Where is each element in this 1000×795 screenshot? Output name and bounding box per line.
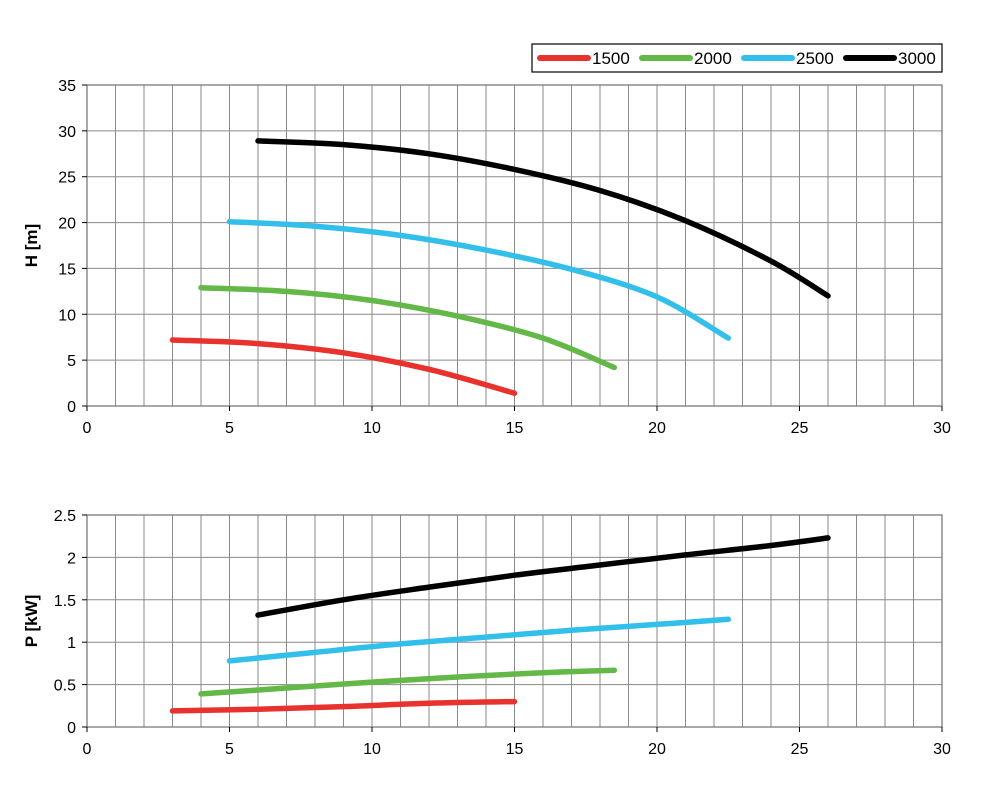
- x-tick-label: 30: [933, 741, 951, 758]
- x-tick-label: 20: [648, 741, 666, 758]
- x-tick-label: 5: [225, 420, 234, 437]
- y-axis-label: P [kW]: [22, 595, 41, 648]
- series-2000-line: [198, 667, 618, 697]
- y-tick-label: 0.5: [54, 678, 76, 695]
- x-tick-label: 25: [791, 741, 809, 758]
- y-tick-label: 2: [67, 550, 76, 567]
- x-tick-label: 25: [791, 420, 809, 437]
- y-tick-label: 2.5: [54, 508, 76, 525]
- x-tick-label: 5: [225, 741, 234, 758]
- y-tick-label: 10: [58, 307, 76, 324]
- y-tick-label: 20: [58, 216, 76, 233]
- series-1500-line: [169, 337, 518, 396]
- y-tick-label: 0: [67, 720, 76, 737]
- y-tick-label: 30: [58, 124, 76, 141]
- legend-label-2000: 2000: [694, 49, 732, 68]
- x-tick-label: 15: [506, 741, 524, 758]
- power-chart: 0 0.5 1 1.5 2 2.5 0 5 10 15 20 25 30 P [kW]: [22, 508, 951, 758]
- head-chart: 0 5 10 15 20 25 30 35 0 5 10 15 20 25 30 H [m]: [22, 78, 951, 437]
- x-tick-label: 10: [363, 741, 381, 758]
- y-tick-label: 25: [58, 170, 76, 187]
- y-tick-label: 15: [58, 261, 76, 278]
- x-tick-label: 30: [933, 420, 951, 437]
- x-tick-label: 0: [83, 741, 92, 758]
- y-tick-label: 5: [67, 353, 76, 370]
- legend-label-1500: 1500: [592, 49, 630, 68]
- series-2000-line: [198, 284, 618, 371]
- series-3000-line: [255, 535, 831, 618]
- y-tick-label: 35: [58, 78, 76, 95]
- y-axis-label: H [m]: [22, 224, 41, 267]
- legend-label-2500: 2500: [796, 49, 834, 68]
- x-tick-label: 10: [363, 420, 381, 437]
- x-tick-label: 0: [83, 420, 92, 437]
- legend: 1500 2000 2500 3000: [531, 43, 943, 73]
- series-2500-line: [226, 616, 732, 664]
- y-tick-label: 1: [67, 635, 76, 652]
- series-2500-line: [226, 218, 732, 341]
- x-tick-label: 15: [506, 420, 524, 437]
- series-1500-line: [169, 698, 518, 714]
- legend-label-3000: 3000: [898, 49, 936, 68]
- x-tick-label: 20: [648, 420, 666, 437]
- series-3000-line: [255, 138, 831, 299]
- y-tick-label: 1.5: [54, 593, 76, 610]
- y-tick-label: 0: [67, 399, 76, 416]
